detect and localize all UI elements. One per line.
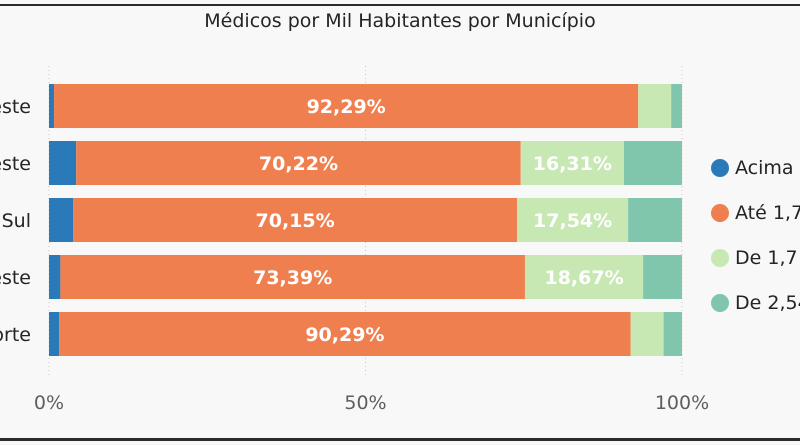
bar-segment: [76, 141, 521, 185]
bar-segment: [49, 84, 55, 128]
bar-segment: [638, 84, 672, 128]
x-tick-label: 100%: [655, 392, 709, 414]
bar-segment: [630, 312, 664, 356]
legend-item[interactable]: Até 1,7: [711, 200, 800, 226]
bar-segment: [54, 84, 639, 128]
legend-marker: [711, 249, 729, 267]
category-label: orte: [0, 324, 31, 346]
bar-segment: [49, 141, 77, 185]
data-label: 17,54%: [533, 210, 612, 232]
data-label: 73,39%: [253, 267, 332, 289]
legend-item[interactable]: Acima: [711, 155, 794, 181]
x-tick-label: 0%: [34, 392, 64, 414]
category-label: este: [0, 267, 31, 289]
data-label: 70,22%: [259, 153, 338, 175]
bar-segment: [59, 312, 631, 356]
bar-segment: [49, 198, 74, 242]
bar-segment: [623, 141, 682, 185]
bar-segment: [517, 198, 629, 242]
data-label: 18,67%: [544, 267, 623, 289]
data-label: 70,15%: [256, 210, 335, 232]
legend-item[interactable]: De 2,54: [711, 290, 800, 316]
legend-label: Até 1,7: [735, 202, 800, 224]
chart-title: Médicos por Mil Habitantes por Município: [204, 10, 596, 32]
legend-label: De 1,7: [735, 247, 798, 269]
legend-marker: [711, 294, 729, 312]
legend-item[interactable]: De 1,7: [711, 245, 798, 271]
legend-marker: [711, 159, 729, 177]
category-label: Sul: [2, 210, 31, 232]
data-label: 92,29%: [307, 96, 386, 118]
bar-segment: [73, 198, 518, 242]
bar-segment: [60, 255, 525, 299]
legend-label: De 2,54: [735, 292, 800, 314]
category-label: este: [0, 96, 31, 118]
bar-segment: [524, 255, 644, 299]
data-label: 16,31%: [533, 153, 612, 175]
bar-segment: [663, 312, 682, 356]
bar-segment: [643, 255, 682, 299]
bar-segment: [49, 255, 61, 299]
bottom-border: [0, 438, 800, 441]
top-border: [0, 4, 800, 6]
legend-marker: [711, 204, 729, 222]
data-label: 90,29%: [305, 324, 384, 346]
bar-segment: [628, 198, 682, 242]
bar-segment: [49, 312, 60, 356]
x-tick-label: 50%: [344, 392, 386, 414]
bar-segment: [671, 84, 682, 128]
legend-label: Acima: [735, 157, 794, 179]
category-label: este: [0, 153, 31, 175]
bar-segment: [520, 141, 624, 185]
